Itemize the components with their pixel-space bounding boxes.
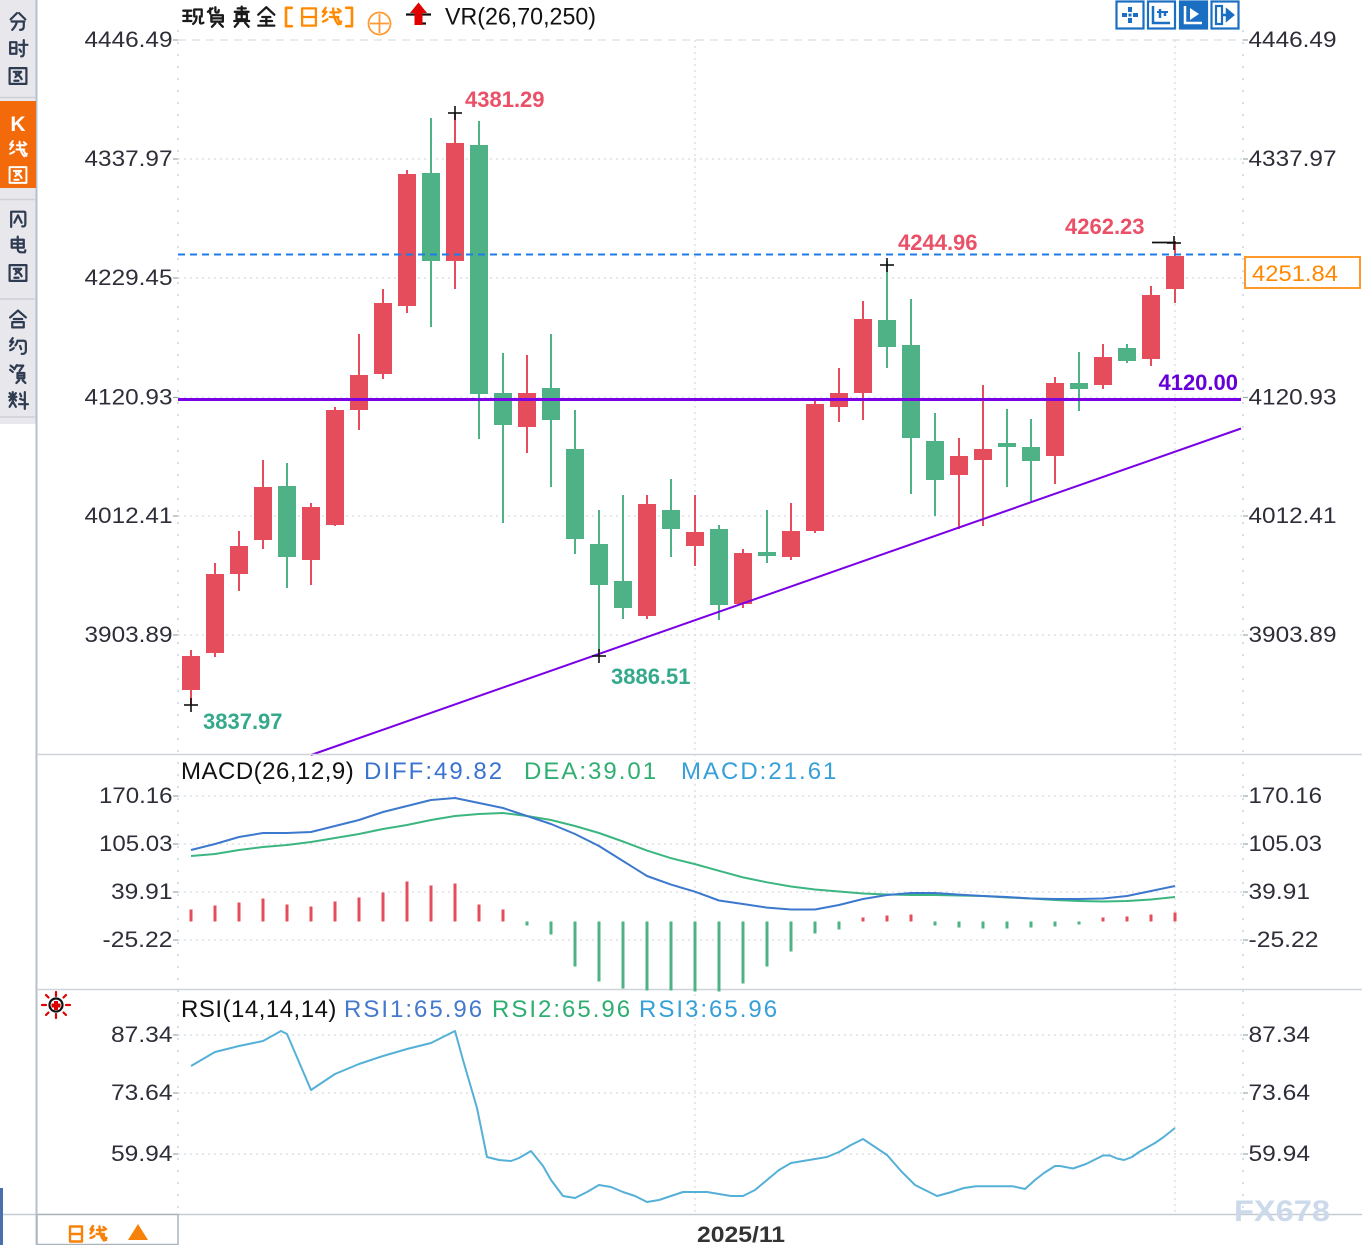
svg-text:FX678: FX678 bbox=[1234, 1195, 1330, 1228]
svg-text:-25.22: -25.22 bbox=[103, 927, 173, 952]
svg-text:3837.97: 3837.97 bbox=[203, 709, 283, 734]
svg-text:MACD:21.61: MACD:21.61 bbox=[681, 758, 838, 785]
svg-text:105.03: 105.03 bbox=[99, 831, 173, 856]
svg-text:170.16: 170.16 bbox=[1249, 783, 1323, 808]
svg-text:RSI1:65.96: RSI1:65.96 bbox=[344, 996, 484, 1023]
svg-text:39.91: 39.91 bbox=[1249, 879, 1311, 904]
svg-text:73.64: 73.64 bbox=[111, 1080, 173, 1105]
svg-text:4446.49: 4446.49 bbox=[85, 27, 173, 52]
svg-text:87.34: 87.34 bbox=[111, 1022, 173, 1047]
svg-text:3903.89: 3903.89 bbox=[85, 622, 173, 647]
svg-text:4337.97: 4337.97 bbox=[1249, 146, 1337, 171]
svg-text:4120.93: 4120.93 bbox=[85, 385, 173, 410]
svg-text:4120.00: 4120.00 bbox=[1158, 370, 1238, 395]
svg-text:73.64: 73.64 bbox=[1249, 1080, 1311, 1105]
svg-text:3886.51: 3886.51 bbox=[611, 664, 691, 689]
svg-text:39.91: 39.91 bbox=[111, 879, 173, 904]
svg-text:170.16: 170.16 bbox=[99, 783, 173, 808]
svg-text:4262.23: 4262.23 bbox=[1065, 214, 1145, 239]
svg-text:4244.96: 4244.96 bbox=[898, 230, 978, 255]
svg-text:RSI3:65.96: RSI3:65.96 bbox=[639, 996, 779, 1023]
svg-text:4446.49: 4446.49 bbox=[1249, 27, 1337, 52]
svg-text:K: K bbox=[10, 113, 25, 136]
svg-text:4337.97: 4337.97 bbox=[85, 146, 173, 171]
svg-text:4229.45: 4229.45 bbox=[85, 265, 173, 290]
svg-text:DEA:39.01: DEA:39.01 bbox=[524, 758, 658, 785]
svg-text:4251.84: 4251.84 bbox=[1252, 261, 1338, 286]
svg-text:4120.93: 4120.93 bbox=[1249, 385, 1337, 410]
svg-text:DIFF:49.82: DIFF:49.82 bbox=[364, 758, 504, 785]
svg-text:4012.41: 4012.41 bbox=[85, 503, 173, 528]
svg-text:4381.29: 4381.29 bbox=[465, 87, 545, 112]
svg-text:MACD(26,12,9): MACD(26,12,9) bbox=[181, 758, 354, 785]
svg-text:3903.89: 3903.89 bbox=[1249, 622, 1337, 647]
svg-text:105.03: 105.03 bbox=[1249, 831, 1323, 856]
svg-text:VR(26,70,250): VR(26,70,250) bbox=[445, 4, 596, 31]
svg-text:RSI2:65.96: RSI2:65.96 bbox=[492, 996, 632, 1023]
svg-text:2025/11: 2025/11 bbox=[697, 1222, 785, 1245]
svg-text:87.34: 87.34 bbox=[1249, 1022, 1311, 1047]
svg-text:59.94: 59.94 bbox=[111, 1141, 173, 1166]
svg-text:59.94: 59.94 bbox=[1249, 1141, 1311, 1166]
svg-text:RSI(14,14,14): RSI(14,14,14) bbox=[181, 996, 337, 1023]
svg-text:4012.41: 4012.41 bbox=[1249, 503, 1337, 528]
svg-text:-25.22: -25.22 bbox=[1249, 927, 1319, 952]
